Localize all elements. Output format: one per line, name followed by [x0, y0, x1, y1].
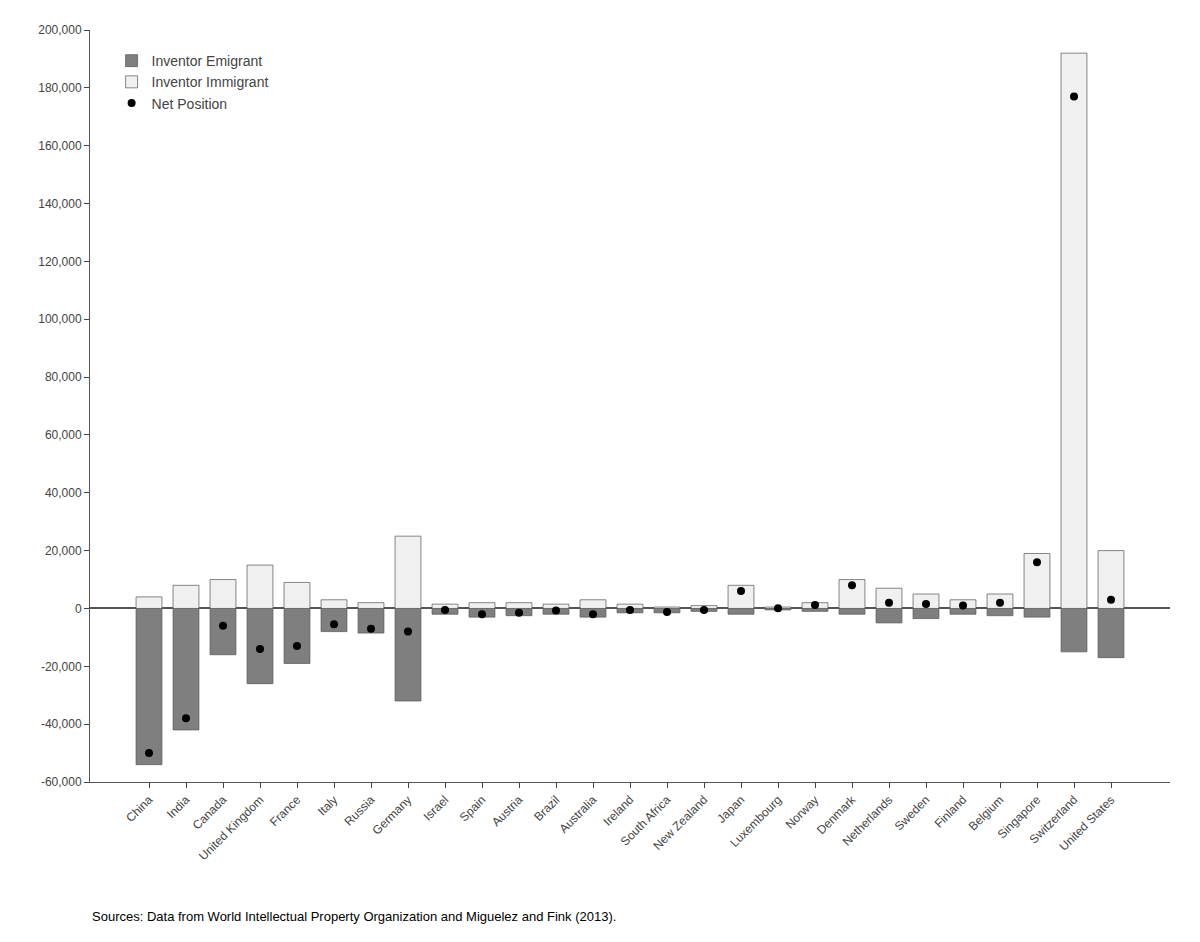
svg-text:80,000: 80,000	[45, 370, 82, 384]
svg-text:United Kingdom: United Kingdom	[196, 793, 266, 863]
svg-text:60,000: 60,000	[45, 428, 82, 442]
svg-text:Sources: Data from World Intel: Sources: Data from World Intellectual Pr…	[92, 909, 616, 924]
svg-text:Sweden: Sweden	[892, 793, 933, 834]
svg-text:Net Position: Net Position	[152, 96, 227, 112]
svg-text:Belgium: Belgium	[966, 793, 1007, 834]
svg-text:Singapore: Singapore	[995, 793, 1044, 842]
svg-text:Luxembourg: Luxembourg	[727, 793, 784, 850]
svg-text:20,000: 20,000	[45, 544, 82, 558]
svg-text:100,000: 100,000	[38, 312, 82, 326]
svg-text:New Zealand: New Zealand	[650, 793, 710, 853]
svg-text:Inventor Immigrant: Inventor Immigrant	[152, 74, 269, 90]
svg-text:Spain: Spain	[457, 793, 489, 825]
svg-text:Denmark: Denmark	[814, 792, 859, 837]
svg-text:Australia: Australia	[556, 793, 599, 836]
svg-text:180,000: 180,000	[38, 81, 82, 95]
svg-text:Austria: Austria	[489, 793, 526, 830]
svg-text:0: 0	[75, 602, 82, 616]
svg-text:Israel: Israel	[421, 793, 452, 824]
svg-text:Finland: Finland	[932, 793, 970, 831]
svg-text:40,000: 40,000	[45, 486, 82, 500]
svg-text:-20,000: -20,000	[41, 660, 82, 674]
svg-text:France: France	[267, 793, 304, 830]
svg-text:140,000: 140,000	[38, 197, 82, 211]
svg-text:Brazil: Brazil	[531, 793, 562, 824]
svg-text:200,000: 200,000	[38, 23, 82, 37]
svg-text:Japan: Japan	[714, 793, 747, 826]
svg-text:Russia: Russia	[342, 793, 378, 829]
svg-text:South Africa: South Africa	[618, 793, 674, 849]
svg-text:India: India	[164, 793, 193, 822]
svg-text:-40,000: -40,000	[41, 717, 82, 731]
svg-text:Inventor Emigrant: Inventor Emigrant	[152, 53, 263, 69]
svg-text:Ireland: Ireland	[601, 793, 637, 829]
svg-text:China: China	[123, 793, 155, 825]
svg-text:120,000: 120,000	[38, 255, 82, 269]
svg-text:-60,000: -60,000	[41, 775, 82, 789]
svg-text:Netherlands: Netherlands	[840, 793, 896, 849]
svg-text:Italy: Italy	[315, 793, 340, 818]
svg-text:Germany: Germany	[370, 793, 415, 838]
svg-text:160,000: 160,000	[38, 139, 82, 153]
svg-text:Canada: Canada	[190, 793, 230, 833]
svg-text:Switzerland: Switzerland	[1027, 793, 1081, 847]
svg-text:Norway: Norway	[783, 793, 822, 832]
svg-text:United States: United States	[1057, 793, 1118, 854]
